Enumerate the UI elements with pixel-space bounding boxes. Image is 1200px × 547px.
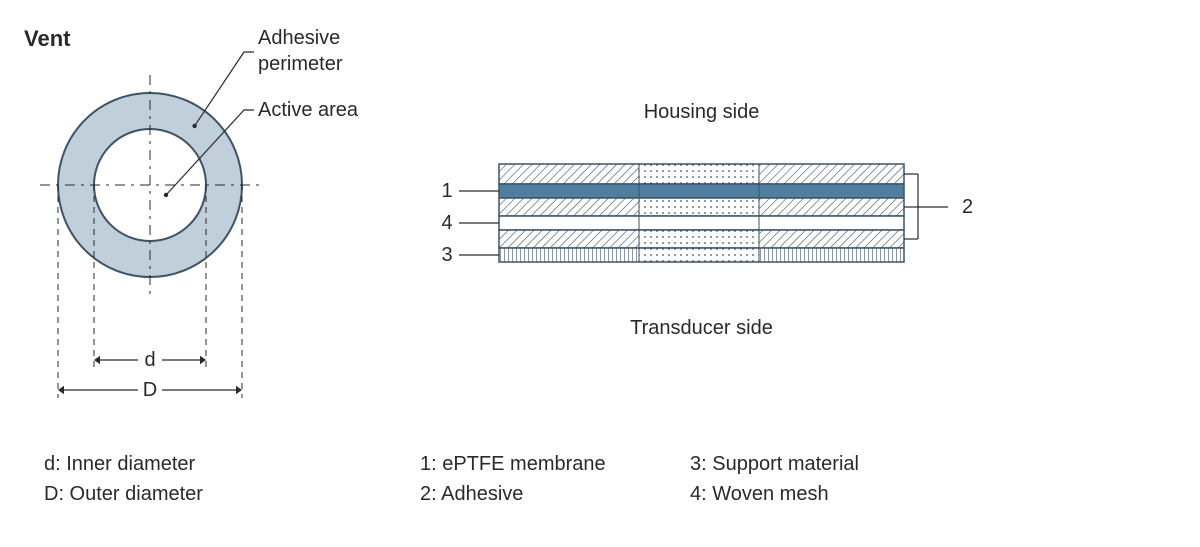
legend-3: 3: Support material xyxy=(690,453,859,475)
legend-4: 4: Woven mesh xyxy=(690,483,829,505)
callout-2: 2 xyxy=(962,196,973,218)
layer-adh-top-right xyxy=(759,164,904,184)
layer-support-left xyxy=(499,248,639,262)
label-active-area: Active area xyxy=(258,99,359,121)
layer-adh-top-left xyxy=(499,164,639,184)
legend-d: d: Inner diameter xyxy=(44,453,196,475)
layer-adh-top-gap xyxy=(639,164,759,184)
callout-3: 3 xyxy=(441,244,452,266)
legend-1: 1: ePTFE membrane xyxy=(420,453,606,475)
callout-4: 4 xyxy=(441,212,452,234)
layer-adh-mid-gap xyxy=(639,198,759,216)
vent-title: Vent xyxy=(24,26,71,51)
dim-D-label: D xyxy=(143,379,157,401)
layer-adh-mid-left xyxy=(499,198,639,216)
layer-membrane-gap xyxy=(639,184,759,198)
vent-diagram-figure: Vent Adhesive perimeter Active area dD Housin… xyxy=(0,0,1200,542)
layer-mesh-right xyxy=(759,216,904,230)
layer-adh-bot-left xyxy=(499,230,639,248)
layer-mesh-gap xyxy=(639,216,759,230)
layer-mesh-left xyxy=(499,216,639,230)
layer-adh-mid-right xyxy=(759,198,904,216)
label-transducer-side: Transducer side xyxy=(630,317,773,339)
legend-2: 2: Adhesive xyxy=(420,483,523,505)
layer-membrane-right xyxy=(759,184,904,198)
layer-adh-bot-right xyxy=(759,230,904,248)
label-adhesive-1: Adhesive xyxy=(258,27,340,49)
layer-support-right xyxy=(759,248,904,262)
legend-D: D: Outer diameter xyxy=(44,483,203,505)
layer-adh-bot-gap xyxy=(639,230,759,248)
layer-support-gap xyxy=(639,248,759,262)
label-adhesive-2: perimeter xyxy=(258,53,343,75)
layer-membrane-left xyxy=(499,184,639,198)
dim-d-label: d xyxy=(144,349,155,371)
label-housing-side: Housing side xyxy=(644,101,760,123)
callout-1: 1 xyxy=(441,180,452,202)
